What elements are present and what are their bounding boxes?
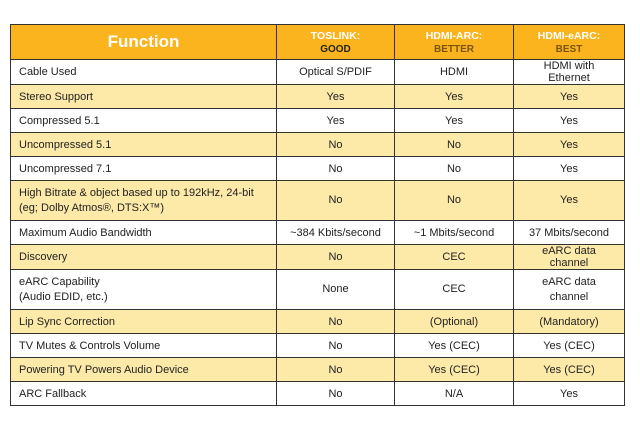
- rating-best: BEST: [555, 43, 583, 55]
- comparison-table: Function TOSLINK: GOOD HDMI-ARC: BETTER HD…: [10, 24, 625, 406]
- value-cell: Yes (CEC): [513, 357, 625, 382]
- function-label-detail: (Audio EDID, etc.): [19, 290, 108, 303]
- header-toslink: TOSLINK: GOOD: [276, 24, 395, 60]
- function-cell: Compressed 5.1: [10, 108, 277, 133]
- value-cell: CEC: [394, 269, 514, 310]
- function-label: ARC Fallback: [19, 387, 87, 400]
- function-label: Powering TV Powers Audio Device: [19, 363, 189, 376]
- value-cell: Yes (CEC): [394, 333, 514, 358]
- value-cell: HDMI: [394, 59, 514, 85]
- table-row: Discovery No CEC eARC data channel: [10, 244, 625, 270]
- table-row: Lip Sync Correction No (Optional) (Mandator…: [10, 309, 625, 334]
- value-cell: Yes: [513, 156, 625, 181]
- function-label: Cable Used: [19, 66, 77, 78]
- value-cell: Yes: [513, 84, 625, 109]
- function-cell: ARC Fallback: [10, 381, 277, 406]
- table-row: Cable Used Optical S/PDIF HDMI HDMI with Et…: [10, 59, 625, 85]
- value-cell: No: [276, 132, 395, 157]
- value-cell: No: [276, 180, 395, 221]
- function-cell: Stereo Support: [10, 84, 277, 109]
- value-cell: Yes: [513, 132, 625, 157]
- function-label: Compressed 5.1: [19, 114, 100, 127]
- function-cell: Uncompressed 7.1: [10, 156, 277, 181]
- function-label: Uncompressed 7.1: [19, 162, 112, 175]
- function-label: Stereo Support: [19, 90, 93, 103]
- value-cell: Optical S/PDIF: [276, 59, 395, 85]
- function-cell: Lip Sync Correction: [10, 309, 277, 334]
- table-row: eARC Capability (Audio EDID, etc.) None CEC…: [10, 269, 625, 310]
- value-cell: Yes: [513, 381, 625, 406]
- function-label: Maximum Audio Bandwidth: [19, 226, 152, 239]
- value-cell: eARC data channel: [513, 244, 625, 270]
- table-row: Stereo Support Yes Yes Yes: [10, 84, 625, 109]
- function-cell: Maximum Audio Bandwidth: [10, 220, 277, 245]
- function-cell: High Bitrate & object based up to 192kHz…: [10, 180, 277, 221]
- table-row: ARC Fallback No N/A Yes: [10, 381, 625, 406]
- table-row: Uncompressed 5.1 No No Yes: [10, 132, 625, 157]
- table-row: TV Mutes & Controls Volume No Yes (CEC) Yes…: [10, 333, 625, 358]
- function-label: High Bitrate & object based up to 192kHz…: [19, 186, 254, 199]
- value-cell: ~1 Mbits/second: [394, 220, 514, 245]
- value-cell: Yes: [513, 180, 625, 221]
- value-cell: No: [276, 309, 395, 334]
- value-cell: Yes: [394, 108, 514, 133]
- table-row: Maximum Audio Bandwidth ~384 Kbits/second…: [10, 220, 625, 245]
- value-cell: No: [276, 244, 395, 270]
- value-cell: Yes: [394, 84, 514, 109]
- function-label: Uncompressed 5.1: [19, 138, 112, 151]
- function-cell: Powering TV Powers Audio Device: [10, 357, 277, 382]
- value-cell: No: [394, 132, 514, 157]
- function-label: Lip Sync Correction: [19, 315, 115, 328]
- function-cell: Cable Used: [10, 59, 277, 85]
- header-function: Function: [10, 24, 277, 60]
- value-cell: ~384 Kbits/second: [276, 220, 395, 245]
- value-cell: 37 Mbits/second: [513, 220, 625, 245]
- value-cell: N/A: [394, 381, 514, 406]
- value-cell: Yes: [276, 108, 395, 133]
- value-cell: No: [276, 357, 395, 382]
- table-row: Powering TV Powers Audio Device No Yes (CE…: [10, 357, 625, 382]
- function-cell: TV Mutes & Controls Volume: [10, 333, 277, 358]
- value-cell: CEC: [394, 244, 514, 270]
- value-cell: No: [276, 333, 395, 358]
- value-cell: No: [276, 156, 395, 181]
- table-row: Uncompressed 7.1 No No Yes: [10, 156, 625, 181]
- value-cell: No: [394, 180, 514, 221]
- function-cell: eARC Capability (Audio EDID, etc.): [10, 269, 277, 310]
- function-label: TV Mutes & Controls Volume: [19, 339, 161, 352]
- value-cell: eARC data channel: [513, 269, 625, 310]
- table-row: High Bitrate & object based up to 192kHz…: [10, 180, 625, 221]
- value-cell: (Optional): [394, 309, 514, 334]
- header-hdmi-arc: HDMI-ARC: BETTER: [394, 24, 514, 60]
- value-cell: HDMI with Ethernet: [513, 59, 625, 85]
- value-cell: Yes: [276, 84, 395, 109]
- value-cell: None: [276, 269, 395, 310]
- function-cell: Discovery: [10, 244, 277, 270]
- function-cell: Uncompressed 5.1: [10, 132, 277, 157]
- function-label-detail: (eg; Dolby Atmos®, DTS:X™): [19, 201, 165, 214]
- function-label: Discovery: [19, 251, 68, 263]
- rating-better: BETTER: [434, 43, 474, 55]
- value-cell: Yes (CEC): [513, 333, 625, 358]
- function-label: eARC Capability: [19, 275, 100, 288]
- header-row: Function TOSLINK: GOOD HDMI-ARC: BETTER HD…: [10, 24, 625, 60]
- value-cell: Yes: [513, 108, 625, 133]
- table-row: Compressed 5.1 Yes Yes Yes: [10, 108, 625, 133]
- value-cell: No: [394, 156, 514, 181]
- value-cell: Yes (CEC): [394, 357, 514, 382]
- value-cell: (Mandatory): [513, 309, 625, 334]
- rating-good: GOOD: [320, 43, 351, 55]
- header-hdmi-earc: HDMI-eARC: BEST: [513, 24, 625, 60]
- value-cell: No: [276, 381, 395, 406]
